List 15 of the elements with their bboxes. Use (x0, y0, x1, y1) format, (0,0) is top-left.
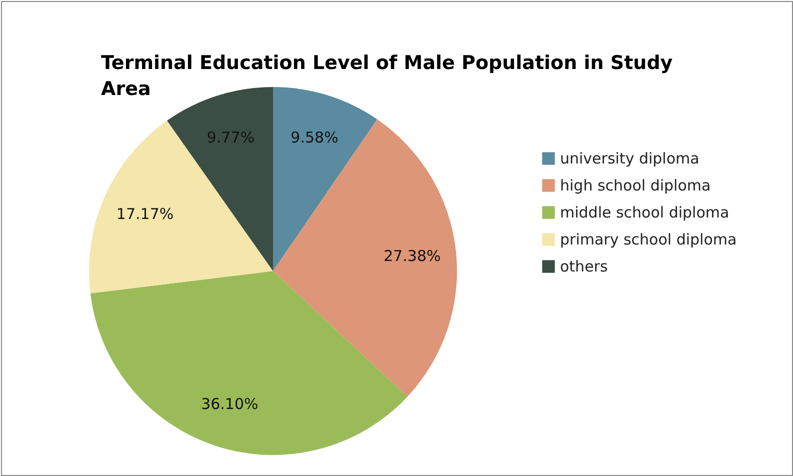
legend-label: high school diploma (560, 176, 711, 194)
data-label: 27.38% (384, 246, 441, 265)
pie-slice (273, 119, 457, 397)
legend-label: university diploma (560, 150, 700, 168)
data-label: 17.17% (116, 205, 174, 224)
data-label: 36.10% (201, 395, 258, 414)
data-label: 9.58% (290, 128, 338, 146)
legend-label: primary school diploma (560, 230, 737, 248)
chart-title: Terminal Education Level of Male Population in Study Area (101, 52, 674, 100)
pie-slice (89, 120, 273, 294)
legend-label: middle school diploma (560, 204, 730, 222)
legend-label: others (560, 258, 608, 276)
pie-slice (273, 87, 378, 271)
pie-slice (90, 271, 408, 455)
data-label: 9.77% (206, 128, 255, 147)
